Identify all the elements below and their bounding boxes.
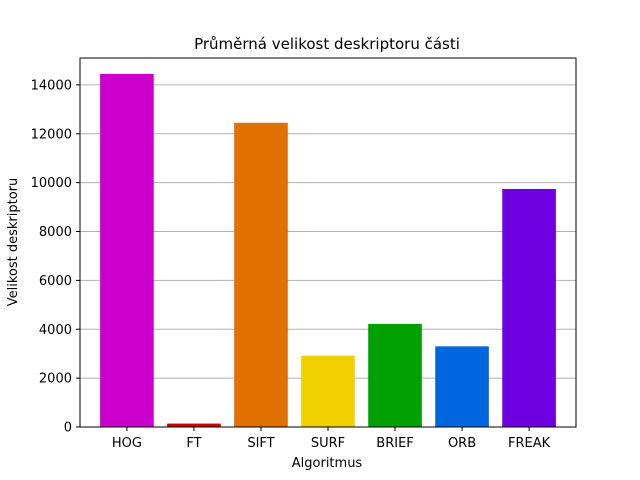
chart-title: Průměrná velikost deskriptoru části — [194, 35, 460, 53]
x-axis-ticks: HOG FT SIFT SURF BRIEF ORB FREAK — [112, 427, 551, 451]
y-tick-label: 12000 — [31, 127, 72, 142]
y-tick-label: 4000 — [39, 323, 72, 338]
bar-orb — [435, 346, 489, 427]
y-axis-ticks: 0 2000 4000 6000 8000 10000 12000 14000 — [31, 78, 80, 436]
y-tick-label: 8000 — [39, 225, 72, 240]
bars — [100, 73, 556, 428]
x-tick-label: BRIEF — [376, 436, 413, 451]
x-tick-label: FT — [186, 436, 201, 451]
bar-hog — [100, 73, 154, 428]
x-tick-label: SURF — [311, 436, 345, 451]
y-tick-label: 6000 — [39, 274, 72, 289]
x-tick-label: SIFT — [247, 436, 274, 451]
bar-freak — [502, 188, 556, 427]
y-axis-label: Velikost deskriptoru — [6, 178, 21, 307]
y-tick-label: 14000 — [31, 78, 72, 93]
grid-lines — [80, 84, 576, 379]
x-axis-label: Algoritmus — [292, 456, 363, 471]
y-tick-label: 2000 — [39, 372, 72, 387]
x-tick-label: ORB — [448, 436, 476, 451]
x-tick-label: FREAK — [508, 436, 551, 451]
bar-sift — [234, 122, 288, 428]
bar-surf — [301, 355, 355, 427]
y-tick-label: 0 — [64, 421, 72, 436]
y-tick-label: 10000 — [31, 176, 72, 191]
bar-brief — [368, 323, 422, 427]
bar-ft — [167, 423, 221, 427]
x-tick-label: HOG — [112, 436, 142, 451]
